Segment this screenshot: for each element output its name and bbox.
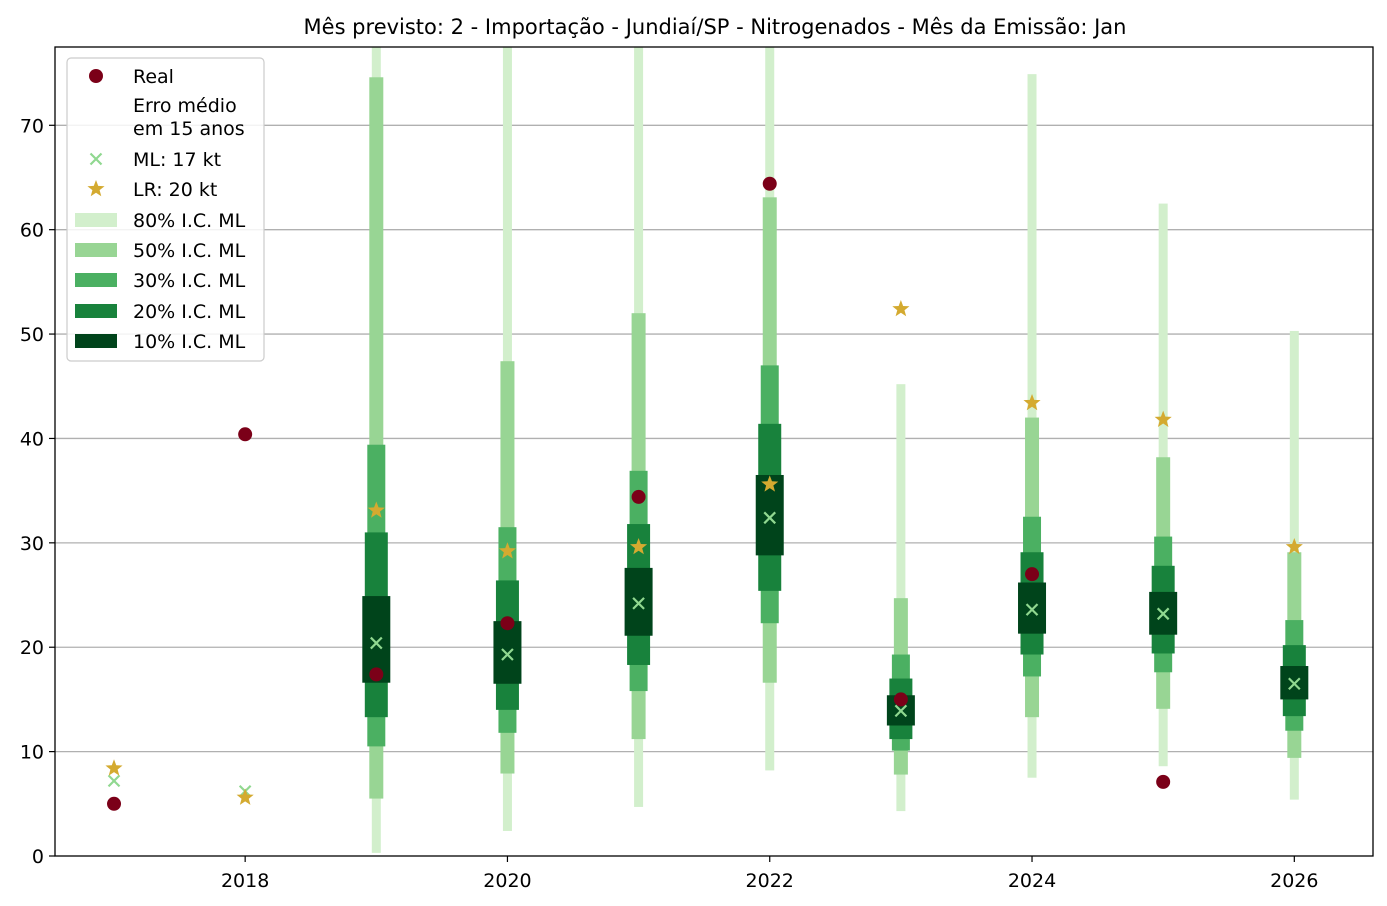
real-point-2018 xyxy=(238,427,253,442)
real-point-2023 xyxy=(893,692,908,707)
real-point-2024 xyxy=(1025,567,1040,582)
interval-bar-10-2022 xyxy=(755,474,784,556)
interval-bar-10-2024 xyxy=(1018,582,1047,634)
ml-point-2025 xyxy=(1156,607,1170,621)
y-tick-label: 20 xyxy=(20,637,44,659)
lr-point-2026 xyxy=(1285,538,1303,555)
interval-bar-10-2020 xyxy=(493,621,522,684)
ml-point-2020 xyxy=(501,648,514,661)
ml-point-2017 xyxy=(107,774,121,788)
legend-label-real: Real xyxy=(133,66,174,88)
legend-ci80-swatch xyxy=(75,213,117,227)
y-tick-label: 40 xyxy=(20,428,44,450)
legend-ci10-swatch xyxy=(75,334,117,348)
legend-label-ml: ML: 17 kt xyxy=(133,149,221,171)
real-point-2020 xyxy=(500,616,515,631)
interval-bar-10-2021 xyxy=(624,567,653,636)
legend-ml-marker xyxy=(89,152,103,166)
real-point-2021 xyxy=(631,489,646,504)
interval-bar-80-2023 xyxy=(896,384,906,812)
legend-label-ci10: 10% I.C. ML xyxy=(133,331,246,353)
lr-point-2023 xyxy=(892,300,910,317)
ml-point-2019 xyxy=(370,636,383,650)
lr-point-2019 xyxy=(367,501,385,518)
chart-title: Mês previsto: 2 - Importação - Jundiaí/S… xyxy=(304,15,1127,39)
y-tick-label: 60 xyxy=(20,220,44,242)
y-tick-label: 50 xyxy=(20,324,44,346)
plot-area-frame xyxy=(54,46,1374,857)
legend-ci20-swatch xyxy=(75,304,117,318)
lr-point-2018 xyxy=(236,788,254,805)
legend-label-ci80: 80% I.C. ML xyxy=(133,210,246,232)
x-tick-label: 2020 xyxy=(483,870,531,892)
ml-point-2023 xyxy=(894,704,908,718)
lr-point-2021 xyxy=(630,538,648,555)
legend-lr-marker xyxy=(87,180,105,197)
real-point-2025 xyxy=(1156,774,1171,789)
legend-ci30-swatch xyxy=(75,273,117,287)
legend-ci50-swatch xyxy=(75,243,117,257)
markers xyxy=(105,176,1303,811)
legend-real-marker xyxy=(89,69,103,83)
ml-point-2024 xyxy=(1025,603,1039,616)
lr-point-2022 xyxy=(761,475,779,492)
legend-label-lr: LR: 20 kt xyxy=(133,179,217,201)
real-point-2022 xyxy=(762,176,777,191)
real-point-2019 xyxy=(369,667,384,682)
legend-label-ci30: 30% I.C. ML xyxy=(133,270,246,292)
real-point-2017 xyxy=(107,796,122,811)
legend-label-ci50: 50% I.C. ML xyxy=(133,240,246,262)
legend: Real Erro médio em 15 anos ML: 17 kt LR: 20 … xyxy=(66,57,265,362)
legend-label-ci20: 20% I.C. ML xyxy=(133,301,246,323)
x-tick-label: 2026 xyxy=(1270,870,1318,892)
y-tick-label: 30 xyxy=(20,533,44,555)
legend-label-err: Erro médio em 15 anos xyxy=(133,95,245,140)
y-tick-label: 10 xyxy=(20,742,44,764)
ml-point-2021 xyxy=(632,597,645,610)
lr-point-2020 xyxy=(498,542,517,559)
x-tick-label: 2024 xyxy=(1008,870,1056,892)
x-tick-label: 2018 xyxy=(221,870,269,892)
lr-point-2024 xyxy=(1023,393,1041,411)
y-tick-label: 70 xyxy=(20,115,44,137)
ml-point-2026 xyxy=(1288,677,1301,691)
y-tick-label: 0 xyxy=(32,846,44,868)
confidence-intervals xyxy=(362,47,1309,853)
x-tick-label: 2022 xyxy=(746,870,794,892)
axes: 0 10 20 30 40 50 60 70 2018 2020 2022 2024 2026 xyxy=(20,115,1319,892)
grid xyxy=(55,124,1373,753)
ml-point-2022 xyxy=(763,511,777,525)
lr-point-2025 xyxy=(1154,410,1172,427)
lr-point-2017 xyxy=(105,759,123,776)
